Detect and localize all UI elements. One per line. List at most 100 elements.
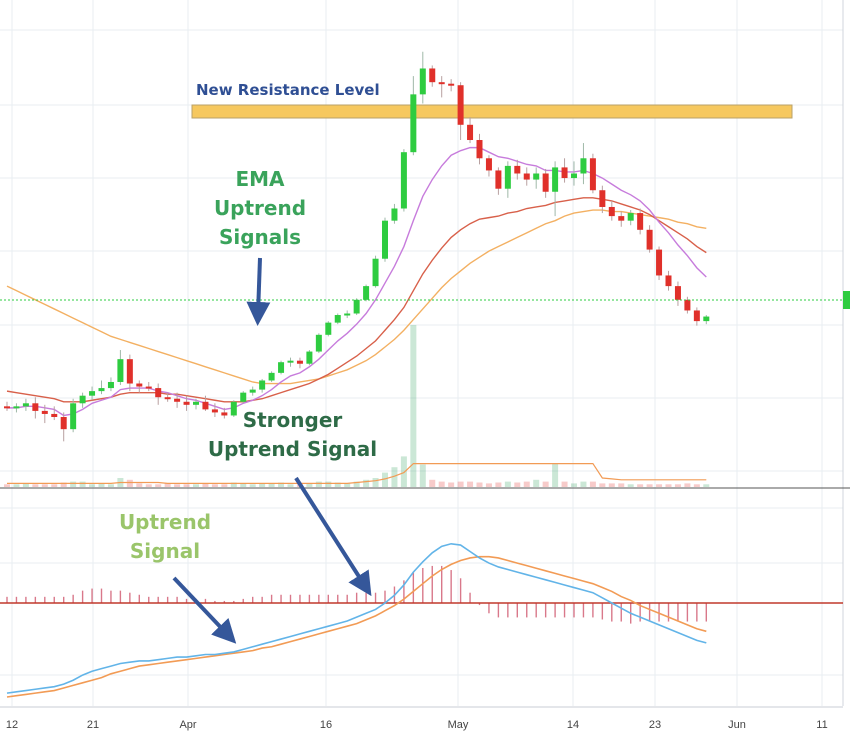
ema-fast-line (7, 146, 707, 417)
volume-bar (70, 481, 77, 487)
candle-body (561, 167, 568, 179)
volume-bars (4, 325, 710, 487)
candle-body (533, 173, 540, 180)
candle-body (268, 372, 275, 381)
signal-line (6, 555, 707, 698)
volume-bar (684, 483, 691, 487)
candle-body (202, 401, 209, 410)
volume-bar (240, 483, 247, 487)
candle-body (296, 360, 303, 364)
volume-bar (334, 482, 341, 487)
candle-body (467, 124, 474, 141)
uptrend-label-line2: Signal (129, 539, 201, 563)
candle-body (41, 410, 48, 414)
volume-bar (476, 482, 483, 487)
candle-body (599, 190, 606, 207)
candle-body (221, 412, 228, 416)
candle-body (325, 322, 332, 335)
volume-bar (13, 484, 20, 487)
candle-body (589, 158, 596, 191)
candle-body (637, 213, 644, 230)
volume-bar (656, 484, 663, 487)
candle-body (32, 403, 39, 411)
ema-label-line3: Signals (218, 225, 302, 249)
volume-bar (287, 484, 294, 487)
candle-body (70, 403, 77, 430)
volume-bar (211, 484, 218, 487)
volume-bar (230, 482, 237, 487)
volume-bar (448, 482, 455, 487)
candle-body (627, 213, 634, 221)
volume-bar (278, 482, 285, 487)
volume-bar (89, 484, 96, 487)
x-tick-label: 14 (567, 719, 579, 731)
volume-bar (4, 484, 10, 487)
volume-bar (306, 483, 313, 487)
candle-body (344, 313, 351, 316)
volume-bar (523, 481, 530, 487)
ema-slow-line (6, 209, 707, 385)
candle-body (79, 395, 86, 404)
ema-signal-arrow (246, 257, 271, 326)
resistance-level-band (191, 104, 793, 119)
candle-body (306, 351, 313, 364)
volume-bar (344, 483, 351, 487)
volume-bar (164, 483, 171, 487)
candlesticks (4, 51, 710, 442)
volume-bar (504, 481, 511, 487)
volume-bar (98, 483, 105, 487)
volume-bar (580, 481, 587, 487)
volume-bar (618, 483, 625, 487)
volume-bar (259, 483, 266, 487)
candle-body (249, 389, 256, 393)
volume-bar (665, 484, 672, 487)
volume-bar (457, 481, 464, 487)
candle-body (542, 173, 549, 192)
x-tick-label: 21 (87, 719, 99, 731)
candle-body (429, 68, 436, 83)
volume-bar (438, 481, 445, 487)
stronger-label-line1: Stronger (242, 408, 343, 432)
volume-bar (221, 484, 228, 487)
candle-body (410, 94, 417, 153)
candle-body (240, 392, 247, 402)
candle-body (278, 362, 285, 373)
candle-body (155, 388, 162, 398)
candle-body (51, 413, 58, 417)
volume-bar (372, 478, 379, 487)
volume-bar (22, 483, 29, 487)
candle-body (145, 386, 152, 389)
ema-label-line2: Uptrend (213, 196, 307, 220)
macd-panel (0, 542, 843, 698)
candle-body (514, 165, 521, 174)
resistance-label: New Resistance Level (196, 81, 380, 99)
volume-bar (467, 481, 474, 487)
candle-body (495, 170, 502, 189)
candle-body (391, 208, 398, 221)
x-tick-label: Apr (179, 719, 196, 731)
candle-body (60, 416, 67, 430)
candle-body (13, 406, 20, 409)
volume-ma-line (7, 463, 707, 484)
candle-body (89, 391, 96, 396)
candle-body (476, 140, 483, 159)
volume-bar (514, 482, 521, 487)
candle-body (174, 398, 181, 402)
candle-body (504, 165, 511, 189)
candle-body (693, 310, 700, 322)
volume-bar (51, 484, 58, 487)
x-tick-label: 23 (649, 719, 661, 731)
x-tick-label: 16 (320, 719, 332, 731)
volume-bar (136, 483, 143, 487)
candle-body (448, 83, 455, 86)
volume-bar (589, 481, 596, 487)
volume-bar (107, 484, 114, 487)
candle-body (684, 299, 691, 311)
uptrend-label-line1: Uptrend (118, 510, 212, 534)
candle-body (193, 401, 199, 405)
candle-body (485, 158, 492, 171)
volume-bar (561, 481, 568, 487)
x-tick-label: 11 (816, 719, 827, 731)
volume-bar (485, 483, 492, 487)
candle-body (183, 401, 190, 405)
